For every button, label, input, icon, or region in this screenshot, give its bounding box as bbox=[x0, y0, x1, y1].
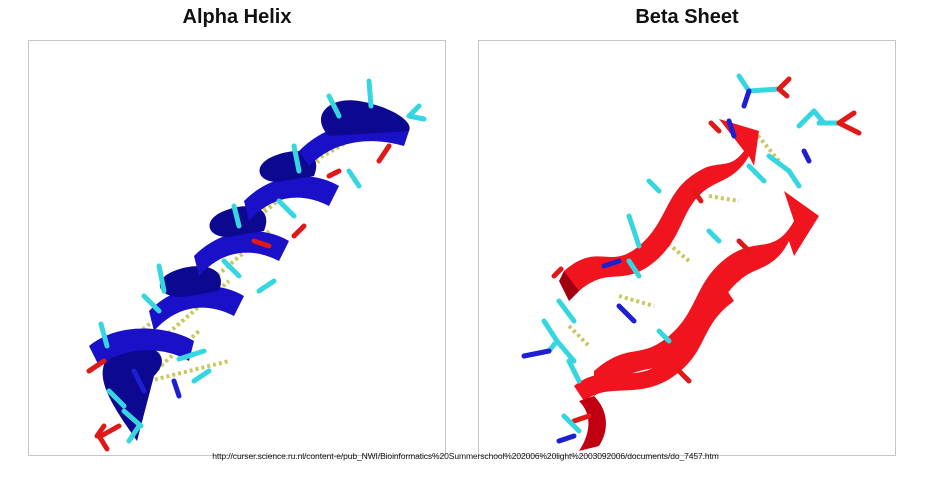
atom-sticks bbox=[86, 78, 427, 452]
beta-sheet-illustration bbox=[521, 73, 862, 451]
beta-sheet-panel bbox=[478, 40, 896, 456]
beta-strand-left bbox=[559, 119, 759, 301]
alpha-helix-title: Alpha Helix bbox=[182, 6, 292, 28]
alpha-helix-illustration bbox=[86, 78, 427, 452]
alpha-helix-panel bbox=[28, 40, 446, 456]
beta-strand-right bbox=[574, 191, 819, 451]
atom-sticks bbox=[521, 73, 862, 444]
helix-ribbon bbox=[89, 100, 410, 441]
beta-sheet-title: Beta Sheet bbox=[635, 6, 739, 28]
source-url: http://curser.science.ru.nl/content-e/pu… bbox=[212, 451, 719, 461]
